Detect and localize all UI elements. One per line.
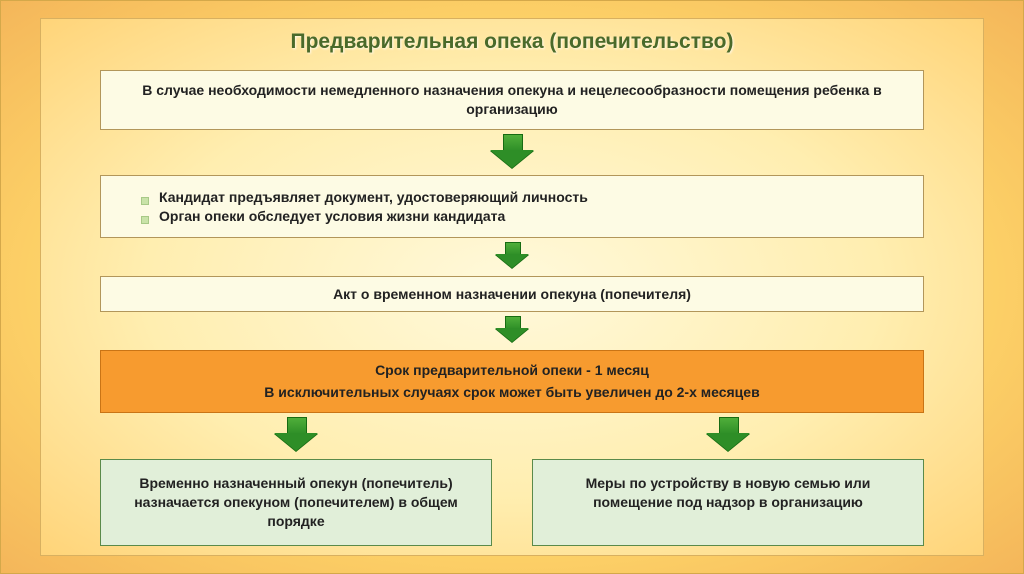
bullet-item: Орган опеки обследует условия жизни канд… bbox=[141, 207, 903, 226]
bullet-icon bbox=[141, 197, 149, 205]
page-title: Предварительная опека (попечительство) bbox=[291, 30, 734, 54]
branch-right: Меры по устройству в новую семью или пом… bbox=[532, 419, 924, 546]
node-appointed: Временно назначенный опекун (попечитель)… bbox=[100, 459, 492, 546]
bullet-item: Кандидат предъявляет документ, удостовер… bbox=[141, 188, 903, 207]
bullet-icon bbox=[141, 216, 149, 224]
node-placement: Меры по устройству в новую семью или пом… bbox=[532, 459, 924, 546]
node-candidate: Кандидат предъявляет документ, удостовер… bbox=[100, 175, 924, 239]
node-placement-text: Меры по устройству в новую семью или пом… bbox=[586, 475, 871, 510]
node-term: Срок предварительной опеки - 1 месяц В и… bbox=[100, 350, 924, 414]
flowchart: Предварительная опека (попечительство) В… bbox=[0, 0, 1024, 574]
node-term-line2: В исключительных случаях срок может быть… bbox=[121, 383, 903, 402]
branch-left: Временно назначенный опекун (попечитель)… bbox=[100, 419, 492, 546]
node-necessity-text: В случае необходимости немедленного назн… bbox=[142, 82, 882, 117]
node-term-line1: Срок предварительной опеки - 1 месяц bbox=[121, 361, 903, 380]
split-row: Временно назначенный опекун (попечитель)… bbox=[100, 419, 924, 546]
bullet-text: Орган опеки обследует условия жизни канд… bbox=[159, 207, 505, 226]
node-act: Акт о временном назначении опекуна (попе… bbox=[100, 276, 924, 313]
node-appointed-text: Временно назначенный опекун (попечитель)… bbox=[134, 475, 458, 529]
node-act-text: Акт о временном назначении опекуна (попе… bbox=[333, 286, 691, 302]
bullet-text: Кандидат предъявляет документ, удостовер… bbox=[159, 188, 588, 207]
node-necessity: В случае необходимости немедленного назн… bbox=[100, 70, 924, 130]
